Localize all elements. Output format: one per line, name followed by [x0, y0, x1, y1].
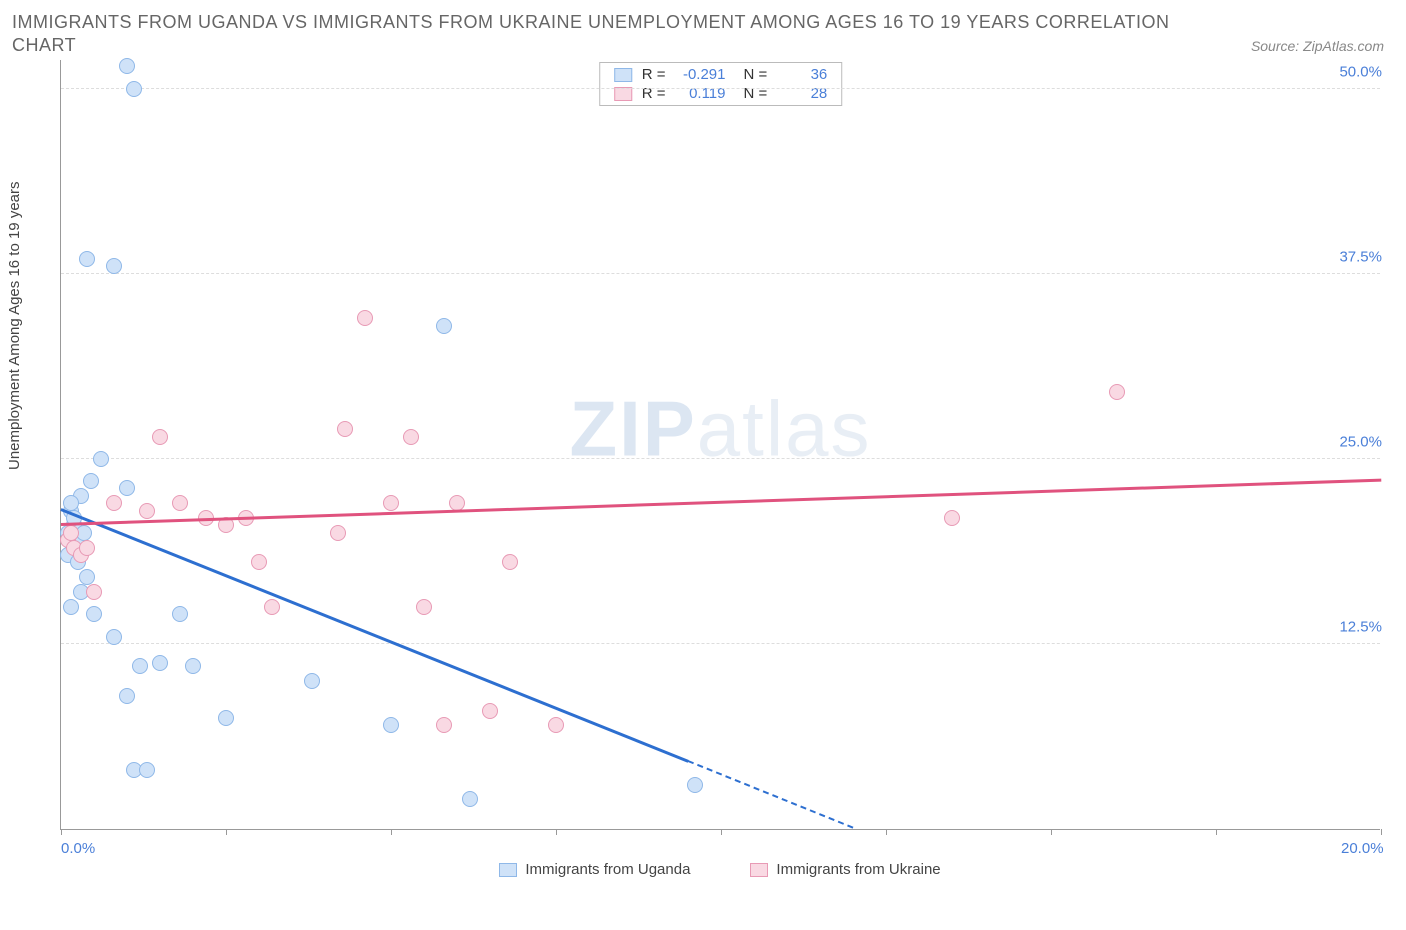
scatter-point — [185, 658, 201, 674]
scatter-point — [119, 688, 135, 704]
scatter-point — [172, 606, 188, 622]
scatter-point — [436, 318, 452, 334]
trend-line-extrapolated — [688, 760, 854, 828]
chart-title-line1: IMMIGRANTS FROM UGANDA VS IMMIGRANTS FRO… — [12, 12, 1394, 33]
x-tick — [226, 829, 227, 835]
scatter-point — [304, 673, 320, 689]
x-tick — [556, 829, 557, 835]
scatter-point — [1109, 384, 1125, 400]
scatter-point — [86, 584, 102, 600]
x-tick — [61, 829, 62, 835]
scatter-point — [132, 658, 148, 674]
legend-swatch — [499, 863, 517, 877]
y-tick-label: 50.0% — [1335, 63, 1382, 80]
legend-stats-row: R = -0.291 N = 36 — [600, 65, 842, 84]
scatter-point — [106, 258, 122, 274]
scatter-point — [93, 451, 109, 467]
gridline — [61, 643, 1380, 644]
scatter-point — [357, 310, 373, 326]
watermark: ZIPatlas — [569, 384, 871, 475]
scatter-point — [79, 251, 95, 267]
legend-series-item: Immigrants from Ukraine — [750, 861, 940, 878]
legend-series-label: Immigrants from Ukraine — [776, 861, 940, 878]
legend-series-item: Immigrants from Uganda — [499, 861, 690, 878]
source-attribution: Source: ZipAtlas.com — [1251, 38, 1384, 54]
x-tick-label: 0.0% — [61, 840, 95, 857]
scatter-point — [63, 599, 79, 615]
scatter-point — [152, 429, 168, 445]
scatter-point — [83, 473, 99, 489]
watermark-bold: ZIP — [569, 385, 696, 473]
x-tick-label: 20.0% — [1341, 840, 1384, 857]
legend-swatch — [614, 68, 632, 82]
legend-n-value: 36 — [777, 66, 827, 83]
chart-title-line2: CHART — [12, 35, 76, 56]
gridline — [61, 88, 1380, 89]
scatter-point — [126, 81, 142, 97]
x-tick — [391, 829, 392, 835]
scatter-point — [79, 540, 95, 556]
scatter-point — [383, 495, 399, 511]
scatter-point — [462, 791, 478, 807]
scatter-point — [482, 703, 498, 719]
scatter-point — [944, 510, 960, 526]
scatter-point — [548, 717, 564, 733]
scatter-point — [251, 554, 267, 570]
trend-line — [61, 508, 689, 762]
subtitle-row: CHART Source: ZipAtlas.com — [12, 35, 1394, 56]
scatter-point — [416, 599, 432, 615]
legend-r-value: -0.291 — [676, 66, 726, 83]
scatter-point — [63, 525, 79, 541]
scatter-point — [218, 710, 234, 726]
x-tick — [1051, 829, 1052, 835]
x-tick — [1216, 829, 1217, 835]
legend-stats-box: R =-0.291N =36R =0.119N =28 — [599, 62, 843, 106]
legend-n-label: N = — [744, 66, 768, 83]
scatter-point — [330, 525, 346, 541]
scatter-point — [106, 629, 122, 645]
legend-r-label: R = — [642, 66, 666, 83]
scatter-point — [383, 717, 399, 733]
scatter-point — [337, 421, 353, 437]
y-tick-label: 12.5% — [1335, 618, 1382, 635]
scatter-point — [106, 495, 122, 511]
scatter-point — [687, 777, 703, 793]
scatter-point — [264, 599, 280, 615]
chart-container: Unemployment Among Ages 16 to 19 years Z… — [12, 60, 1394, 880]
scatter-point — [119, 480, 135, 496]
scatter-point — [152, 655, 168, 671]
gridline — [61, 458, 1380, 459]
plot-area: ZIPatlas R =-0.291N =36R =0.119N =28 12.… — [60, 60, 1380, 830]
scatter-point — [119, 58, 135, 74]
scatter-point — [86, 606, 102, 622]
y-tick-label: 37.5% — [1335, 248, 1382, 265]
legend-bottom: Immigrants from Uganda Immigrants from Uk… — [60, 861, 1380, 878]
scatter-point — [502, 554, 518, 570]
x-tick — [721, 829, 722, 835]
legend-series-label: Immigrants from Uganda — [525, 861, 690, 878]
y-axis-label: Unemployment Among Ages 16 to 19 years — [6, 181, 23, 470]
x-tick — [1381, 829, 1382, 835]
trend-line — [61, 479, 1381, 526]
scatter-point — [139, 762, 155, 778]
scatter-point — [139, 503, 155, 519]
scatter-point — [436, 717, 452, 733]
scatter-point — [403, 429, 419, 445]
watermark-light: atlas — [697, 385, 872, 473]
scatter-point — [79, 569, 95, 585]
scatter-point — [172, 495, 188, 511]
y-tick-label: 25.0% — [1335, 433, 1382, 450]
x-tick — [886, 829, 887, 835]
legend-swatch — [750, 863, 768, 877]
gridline — [61, 273, 1380, 274]
